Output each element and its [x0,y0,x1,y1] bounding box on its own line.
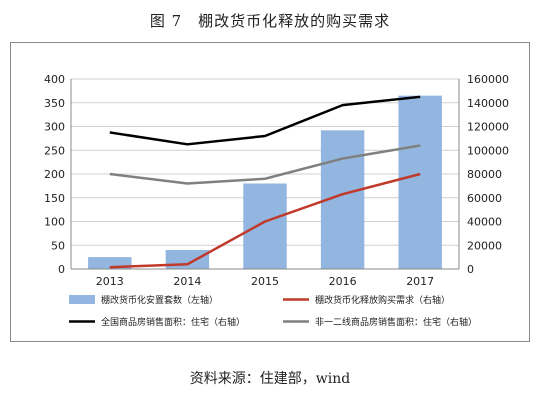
bar [88,257,132,269]
series-line [109,95,421,146]
x-axis-tick-label: 2016 [329,275,357,288]
right-axis-tick-label: 20000 [467,239,502,252]
left-axis-tick-label: 200 [44,168,65,181]
x-axis-tick-label: 2013 [96,275,124,288]
series-line [109,172,421,269]
right-axis-tick-label: 120000 [467,121,509,134]
right-axis-tick-label: 60000 [467,192,502,205]
bar [243,183,287,269]
legend-label: 棚改货币化释放购买需求（右轴） [315,294,450,306]
right-axis-tick-label: 40000 [467,216,502,229]
bar [398,95,442,269]
left-axis-tick-label: 0 [58,263,65,276]
chart-frame: 0 50 100 150 200 250 300 350 400 0 20000 40000 60000… [10,42,530,342]
bar-series [88,95,442,269]
grid-lines [71,78,459,270]
chart-svg: 0 50 100 150 200 250 300 350 400 0 20000 40000 60000… [44,73,509,328]
bar [165,250,210,269]
legend-label: 棚改货币化安置套数（左轴） [101,294,218,306]
right-axis-tick-label: 100000 [467,144,509,157]
legend-swatch [69,295,95,304]
series-line [109,144,421,185]
right-axis-tick-label: 160000 [467,73,509,86]
axes: 0 50 100 150 200 250 300 350 400 0 20000 40000 60000… [44,73,509,288]
legend-label: 全国商品房销售面积：住宅（右轴） [101,316,245,328]
chart-title: 图 7 棚改货币化释放的购买需求 [149,12,391,30]
right-axis-tick-label: 80000 [467,168,502,181]
left-axis-tick-label: 400 [44,73,65,86]
legend: 棚改货币化安置套数（左轴） 棚改货币化释放购买需求（右轴） 全国商品房销售面积：住宅… [69,294,477,328]
line-series [109,95,421,269]
right-axis-tick-label: 0 [467,263,474,276]
left-axis-tick-label: 150 [44,192,65,205]
right-axis-tick-label: 140000 [467,97,509,110]
legend-label: 非一二线商品房销售面积：住宅（右轴） [315,316,477,328]
left-axis-tick-label: 50 [51,239,65,252]
left-axis-tick-label: 300 [44,121,65,134]
x-axis-tick-label: 2015 [251,275,279,288]
source-note: 资料来源：住建部，wind [189,371,351,387]
left-axis-tick-label: 250 [44,144,65,157]
x-axis-tick-label: 2017 [406,275,434,288]
left-axis-tick-label: 350 [44,97,65,110]
x-axis-tick-label: 2014 [173,275,201,288]
left-axis-tick-label: 100 [44,216,65,229]
